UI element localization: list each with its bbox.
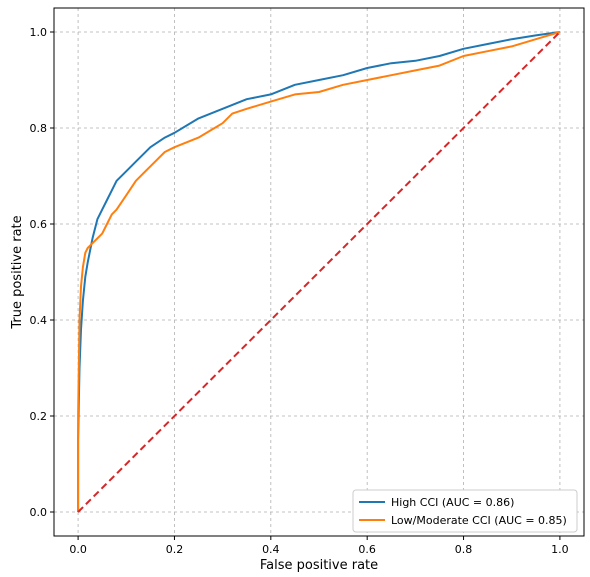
legend-label-low-moderate-cci: Low/Moderate CCI (AUC = 0.85) bbox=[391, 514, 567, 527]
x-tick-label: 0.6 bbox=[358, 543, 376, 556]
legend-label-high-cci: High CCI (AUC = 0.86) bbox=[391, 496, 514, 509]
legend: High CCI (AUC = 0.86) Low/Moderate CCI (… bbox=[352, 489, 578, 533]
x-tick-label: 0.0 bbox=[69, 543, 87, 556]
axis-ticks: 0.0 0.2 0.4 0.6 0.8 1.0 0.0 0.2 0.4 0.6 0.8 1.0 bbox=[30, 26, 569, 556]
y-tick-label: 1.0 bbox=[30, 26, 48, 39]
y-tick-label: 0.0 bbox=[30, 506, 48, 519]
x-axis-label: False positive rate bbox=[260, 558, 378, 573]
x-tick-label: 0.8 bbox=[455, 543, 473, 556]
x-tick-label: 0.4 bbox=[262, 543, 280, 556]
series-line-low-moderate-cci bbox=[77, 31, 561, 512]
y-tick-label: 0.8 bbox=[30, 122, 48, 135]
y-tick-label: 0.6 bbox=[30, 218, 48, 231]
series-lines bbox=[77, 31, 561, 513]
grid bbox=[54, 8, 584, 536]
plot-frame bbox=[53, 7, 585, 537]
x-tick-label: 0.2 bbox=[166, 543, 184, 556]
y-tick-label: 0.2 bbox=[30, 410, 48, 423]
series-line-high-cci bbox=[77, 31, 561, 512]
diagonal-reference-line bbox=[77, 31, 561, 513]
x-tick-label: 1.0 bbox=[551, 543, 569, 556]
legend-box bbox=[352, 489, 578, 533]
y-tick-label: 0.4 bbox=[30, 314, 48, 327]
y-axis-label: True positive rate bbox=[10, 215, 25, 329]
